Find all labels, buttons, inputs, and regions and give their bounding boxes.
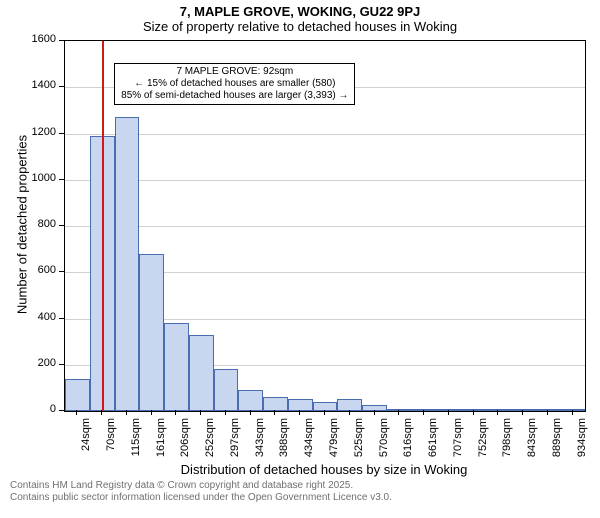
x-tick	[398, 410, 399, 415]
x-tick	[274, 410, 275, 415]
y-tick	[59, 225, 64, 226]
y-tick	[59, 86, 64, 87]
histogram-bar	[535, 409, 560, 411]
histogram-bar	[115, 117, 140, 411]
histogram-bar	[139, 254, 164, 411]
y-tick	[59, 271, 64, 272]
x-tick	[175, 410, 176, 415]
histogram-bar	[164, 323, 189, 411]
histogram-bar	[461, 409, 486, 411]
histogram-bar	[263, 397, 288, 411]
annotation-box: 7 MAPLE GROVE: 92sqm← 15% of detached ho…	[114, 63, 355, 105]
x-tick	[572, 410, 573, 415]
x-tick	[151, 410, 152, 415]
y-axis-label: Number of detached properties	[15, 125, 30, 325]
histogram-bar	[214, 369, 239, 411]
x-tick	[473, 410, 474, 415]
histogram-bar	[189, 335, 214, 411]
x-tick	[349, 410, 350, 415]
x-tick	[522, 410, 523, 415]
reference-line	[102, 41, 104, 411]
x-tick	[324, 410, 325, 415]
grid-line	[65, 134, 585, 135]
footer: Contains HM Land Registry data © Crown c…	[10, 480, 392, 504]
histogram-bar	[337, 399, 362, 411]
footer-line2: Contains public sector information licen…	[10, 492, 392, 504]
y-tick	[59, 364, 64, 365]
y-tick	[59, 179, 64, 180]
x-tick	[250, 410, 251, 415]
grid-line	[65, 180, 585, 181]
annot-line2: ← 15% of detached houses are smaller (58…	[121, 78, 348, 90]
x-tick	[448, 410, 449, 415]
x-tick	[126, 410, 127, 415]
histogram-bar	[238, 390, 263, 411]
plot-area: 7 MAPLE GROVE: 92sqm← 15% of detached ho…	[64, 40, 586, 412]
y-tick-label: 1600	[0, 33, 56, 45]
y-tick-label: 0	[0, 403, 56, 415]
y-tick-label: 200	[0, 357, 56, 369]
x-tick	[76, 410, 77, 415]
y-tick	[59, 410, 64, 411]
histogram-bar	[436, 409, 461, 411]
histogram-bar	[65, 379, 90, 411]
title-line1: 7, MAPLE GROVE, WOKING, GU22 9PJ	[0, 0, 600, 19]
y-tick	[59, 318, 64, 319]
annot-line3: 85% of semi-detached houses are larger (…	[121, 90, 348, 102]
y-tick	[59, 40, 64, 41]
histogram-bar	[560, 409, 585, 411]
x-tick	[547, 410, 548, 415]
footer-line1: Contains HM Land Registry data © Crown c…	[10, 480, 392, 492]
grid-line	[65, 226, 585, 227]
x-tick	[200, 410, 201, 415]
x-axis-label: Distribution of detached houses by size …	[64, 462, 584, 477]
y-tick	[59, 133, 64, 134]
x-tick	[374, 410, 375, 415]
histogram-bar	[362, 405, 387, 411]
y-tick-label: 1400	[0, 79, 56, 91]
title-line2: Size of property relative to detached ho…	[0, 19, 600, 34]
x-tick	[299, 410, 300, 415]
x-tick	[423, 410, 424, 415]
x-tick	[497, 410, 498, 415]
annot-line1: 7 MAPLE GROVE: 92sqm	[121, 66, 348, 78]
x-tick	[225, 410, 226, 415]
x-tick	[101, 410, 102, 415]
